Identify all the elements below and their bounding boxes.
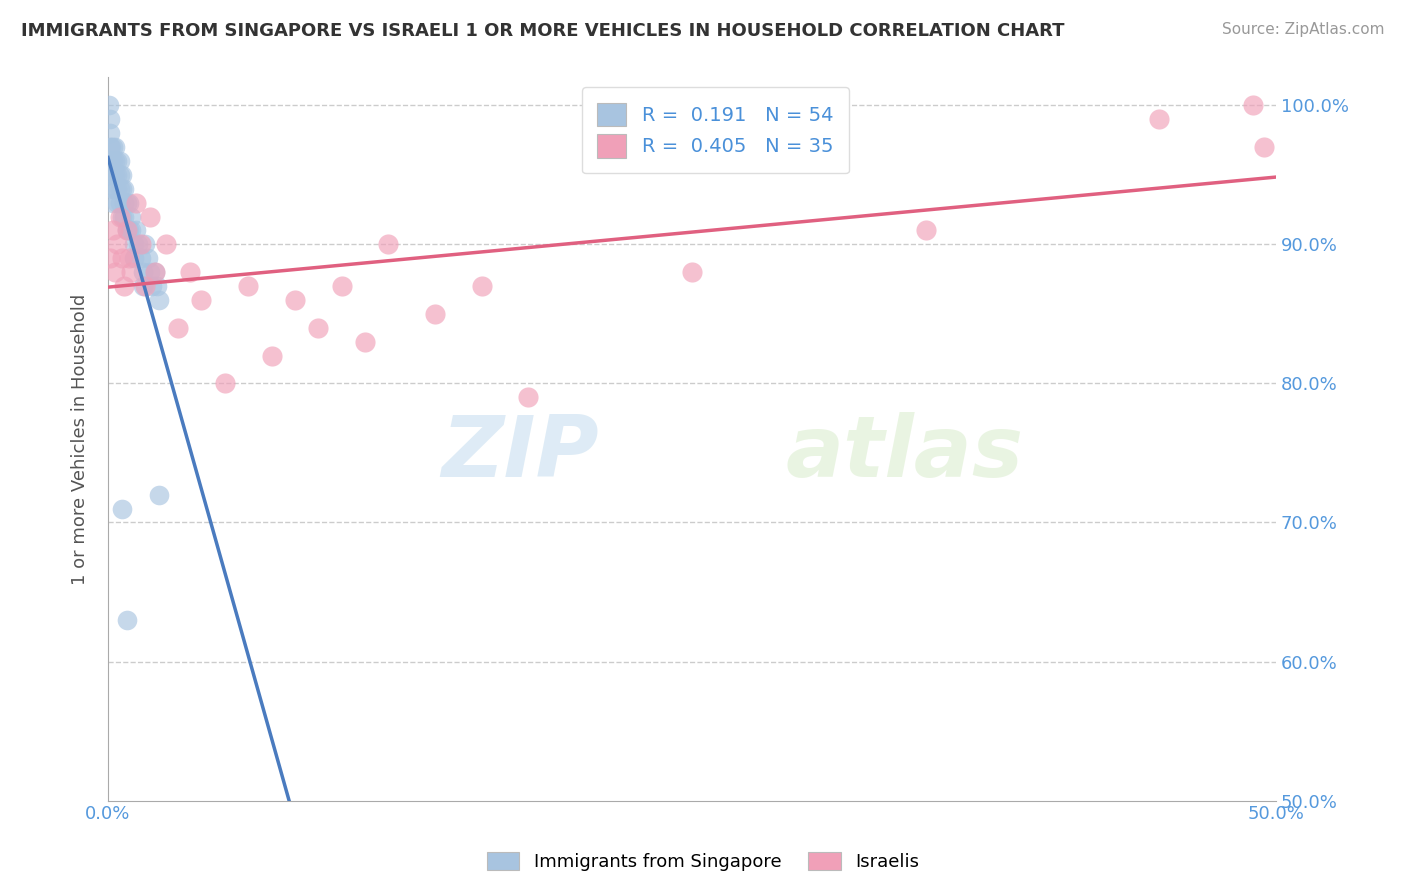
Legend: Immigrants from Singapore, Israelis: Immigrants from Singapore, Israelis (479, 845, 927, 879)
Point (98, 112, 121, 127)
Point (108, 210, 131, 224)
Point (108, 153, 131, 168)
Point (101, 182, 124, 196)
Point (104, 153, 127, 168)
Point (136, 252, 159, 266)
Point (112, 279, 135, 293)
Point (132, 265, 155, 279)
Point (101, 195, 124, 210)
Point (98, 98, 121, 112)
Point (98, 140, 121, 154)
Point (115, 223, 138, 237)
Point (354, 334, 377, 349)
Point (423, 307, 446, 321)
Point (143, 265, 166, 279)
Point (167, 320, 190, 334)
Legend: R =  0.191   N = 54, R =  0.405   N = 35: R = 0.191 N = 54, R = 0.405 N = 35 (582, 87, 849, 174)
Point (127, 237, 149, 252)
Point (112, 210, 135, 224)
Point (1147, 112, 1170, 127)
Point (129, 252, 152, 266)
Point (179, 265, 201, 279)
Point (118, 252, 141, 266)
Point (115, 613, 138, 627)
Point (139, 210, 162, 224)
Point (101, 168, 124, 182)
Text: atlas: atlas (786, 412, 1024, 495)
Text: IMMIGRANTS FROM SINGAPORE VS ISRAELI 1 OR MORE VEHICLES IN HOUSEHOLD CORRELATION: IMMIGRANTS FROM SINGAPORE VS ISRAELI 1 O… (21, 22, 1064, 40)
Point (155, 237, 177, 252)
Point (108, 182, 131, 196)
Point (112, 195, 135, 210)
Point (1253, 140, 1275, 154)
Point (120, 210, 142, 224)
Point (330, 279, 353, 293)
Point (148, 293, 170, 307)
Point (517, 390, 540, 404)
Point (129, 237, 152, 252)
Point (100, 153, 122, 168)
Text: ZIP: ZIP (441, 412, 599, 495)
Point (118, 195, 141, 210)
Text: Source: ZipAtlas.com: Source: ZipAtlas.com (1222, 22, 1385, 37)
Point (148, 488, 170, 502)
Point (120, 223, 142, 237)
Point (236, 279, 259, 293)
Point (112, 182, 135, 196)
Point (122, 237, 145, 252)
Point (115, 195, 138, 210)
Point (134, 279, 156, 293)
Point (101, 153, 124, 168)
Point (111, 252, 134, 266)
Point (377, 237, 399, 252)
Point (190, 293, 212, 307)
Point (105, 168, 128, 182)
Point (134, 237, 156, 252)
Point (104, 168, 127, 182)
Point (108, 195, 131, 210)
Point (260, 349, 283, 363)
Point (122, 252, 145, 266)
Point (98, 252, 121, 266)
Point (1241, 98, 1264, 112)
Point (146, 279, 169, 293)
Point (105, 237, 128, 252)
Point (101, 223, 124, 237)
Point (98, 168, 121, 182)
Point (471, 279, 494, 293)
Point (105, 182, 128, 196)
Point (914, 223, 936, 237)
Point (105, 153, 128, 168)
Point (214, 376, 236, 391)
Point (104, 265, 127, 279)
Point (125, 195, 148, 210)
Point (104, 182, 127, 196)
Point (139, 265, 162, 279)
Point (120, 265, 142, 279)
Point (284, 293, 307, 307)
Point (101, 140, 124, 154)
Point (98, 153, 121, 168)
Point (98, 126, 121, 140)
Point (118, 223, 141, 237)
Point (111, 182, 134, 196)
Point (132, 279, 155, 293)
Point (115, 223, 138, 237)
Point (108, 168, 131, 182)
Point (105, 195, 128, 210)
Point (681, 265, 703, 279)
Y-axis label: 1 or more Vehicles in Household: 1 or more Vehicles in Household (72, 293, 89, 584)
Point (111, 168, 134, 182)
Point (100, 140, 122, 154)
Point (111, 210, 134, 224)
Point (104, 140, 127, 154)
Point (125, 223, 148, 237)
Point (143, 265, 166, 279)
Point (307, 320, 329, 334)
Point (111, 501, 134, 516)
Point (141, 279, 163, 293)
